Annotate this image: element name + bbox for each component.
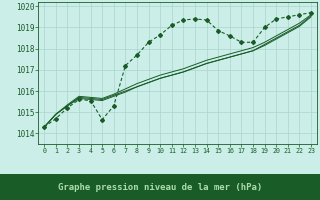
Text: Graphe pression niveau de la mer (hPa): Graphe pression niveau de la mer (hPa) bbox=[58, 182, 262, 192]
